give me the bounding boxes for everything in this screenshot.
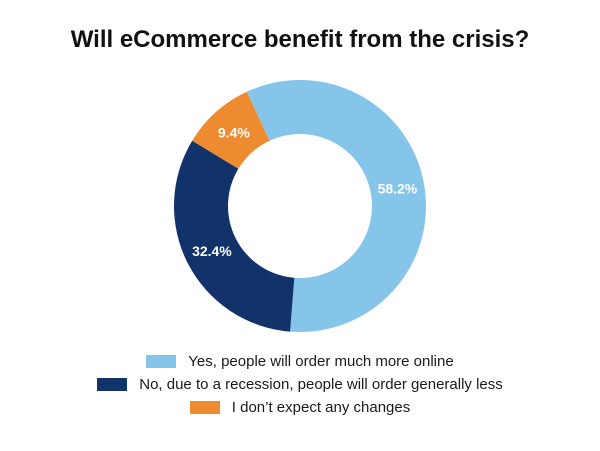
legend-item-yes: Yes, people will order much more online — [0, 350, 600, 373]
legend-swatch-no — [97, 378, 128, 391]
legend-swatch-no-change — [189, 401, 220, 414]
donut-slice-yes — [246, 80, 427, 333]
chart-title: Will eCommerce benefit from the crisis? — [70, 26, 530, 53]
legend-item-no: No, due to a recession, people will orde… — [0, 373, 600, 396]
legend-label-no-change: I don’t expect any changes — [231, 399, 411, 416]
legend-label-no: No, due to a recession, people will orde… — [139, 376, 503, 393]
legend-label-yes: Yes, people will order much more online — [188, 353, 454, 370]
donut-slice-no — [174, 140, 295, 332]
legend-item-no-change: I don’t expect any changes — [0, 396, 600, 419]
slice-label-yes: 58.2% — [378, 180, 418, 196]
legend-swatch-yes — [146, 355, 177, 368]
legend: Yes, people will order much more online … — [0, 350, 600, 419]
slice-label-no: 32.4% — [192, 243, 232, 259]
donut-slice-no-change — [192, 91, 270, 169]
slice-label-no-change: 9.4% — [218, 124, 250, 140]
